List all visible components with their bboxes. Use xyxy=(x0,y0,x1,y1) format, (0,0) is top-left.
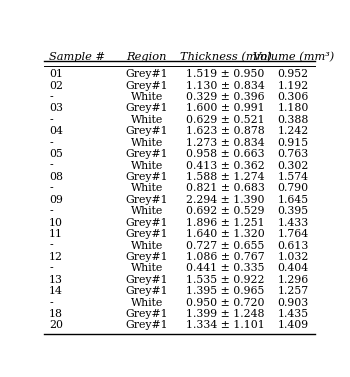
Text: 13: 13 xyxy=(49,275,63,285)
Text: -: - xyxy=(49,183,53,193)
Text: Sample #: Sample # xyxy=(49,52,105,62)
Text: Grey#1: Grey#1 xyxy=(126,275,168,285)
Text: 04: 04 xyxy=(49,126,63,136)
Text: 1.588 ± 1.274: 1.588 ± 1.274 xyxy=(186,172,265,182)
Text: White: White xyxy=(131,161,163,170)
Text: 0.613: 0.613 xyxy=(278,241,309,250)
Text: 1.623 ± 0.878: 1.623 ± 0.878 xyxy=(186,126,265,136)
Text: 1.409: 1.409 xyxy=(278,320,309,331)
Text: 1.600 ± 0.991: 1.600 ± 0.991 xyxy=(186,103,265,113)
Text: 1.180: 1.180 xyxy=(278,103,309,113)
Text: 0.413 ± 0.362: 0.413 ± 0.362 xyxy=(186,161,265,170)
Text: Grey#1: Grey#1 xyxy=(126,229,168,239)
Text: 0.952: 0.952 xyxy=(278,69,309,79)
Text: 03: 03 xyxy=(49,103,63,113)
Text: -: - xyxy=(49,92,53,102)
Text: 0.692 ± 0.529: 0.692 ± 0.529 xyxy=(186,206,265,216)
Text: Volume (mm³): Volume (mm³) xyxy=(253,52,334,62)
Text: White: White xyxy=(131,297,163,308)
Text: 2.294 ± 1.390: 2.294 ± 1.390 xyxy=(186,195,265,205)
Text: White: White xyxy=(131,264,163,273)
Text: 1.257: 1.257 xyxy=(278,286,309,296)
Text: 1.130 ± 0.834: 1.130 ± 0.834 xyxy=(186,81,265,90)
Text: Grey#1: Grey#1 xyxy=(126,218,168,228)
Text: Grey#1: Grey#1 xyxy=(126,195,168,205)
Text: 10: 10 xyxy=(49,218,63,228)
Text: 11: 11 xyxy=(49,229,63,239)
Text: Region: Region xyxy=(127,52,167,62)
Text: White: White xyxy=(131,115,163,125)
Text: 1.086 ± 0.767: 1.086 ± 0.767 xyxy=(186,252,265,262)
Text: 1.645: 1.645 xyxy=(278,195,309,205)
Text: 1.435: 1.435 xyxy=(278,309,309,319)
Text: 1.296: 1.296 xyxy=(278,275,309,285)
Text: -: - xyxy=(49,206,53,216)
Text: 1.399 ± 1.248: 1.399 ± 1.248 xyxy=(186,309,265,319)
Text: 09: 09 xyxy=(49,195,63,205)
Text: 1.764: 1.764 xyxy=(278,229,309,239)
Text: 1.032: 1.032 xyxy=(278,252,309,262)
Text: 0.727 ± 0.655: 0.727 ± 0.655 xyxy=(186,241,265,250)
Text: Thickness (mm): Thickness (mm) xyxy=(180,52,272,62)
Text: 1.896 ± 1.251: 1.896 ± 1.251 xyxy=(186,218,265,228)
Text: White: White xyxy=(131,241,163,250)
Text: 0.306: 0.306 xyxy=(278,92,309,102)
Text: 0.388: 0.388 xyxy=(278,115,309,125)
Text: White: White xyxy=(131,183,163,193)
Text: 0.958 ± 0.663: 0.958 ± 0.663 xyxy=(186,149,265,159)
Text: 0.903: 0.903 xyxy=(278,297,309,308)
Text: 0.821 ± 0.683: 0.821 ± 0.683 xyxy=(186,183,265,193)
Text: 18: 18 xyxy=(49,309,63,319)
Text: 1.574: 1.574 xyxy=(278,172,309,182)
Text: 1.433: 1.433 xyxy=(278,218,309,228)
Text: 1.640 ± 1.320: 1.640 ± 1.320 xyxy=(186,229,265,239)
Text: Grey#1: Grey#1 xyxy=(126,252,168,262)
Text: 0.950 ± 0.720: 0.950 ± 0.720 xyxy=(186,297,265,308)
Text: Grey#1: Grey#1 xyxy=(126,320,168,331)
Text: 0.329 ± 0.396: 0.329 ± 0.396 xyxy=(186,92,265,102)
Text: 05: 05 xyxy=(49,149,63,159)
Text: Grey#1: Grey#1 xyxy=(126,126,168,136)
Text: -: - xyxy=(49,241,53,250)
Text: Grey#1: Grey#1 xyxy=(126,309,168,319)
Text: 14: 14 xyxy=(49,286,63,296)
Text: 0.763: 0.763 xyxy=(278,149,309,159)
Text: 0.404: 0.404 xyxy=(278,264,309,273)
Text: 0.441 ± 0.335: 0.441 ± 0.335 xyxy=(186,264,265,273)
Text: White: White xyxy=(131,138,163,148)
Text: 1.334 ± 1.101: 1.334 ± 1.101 xyxy=(186,320,265,331)
Text: -: - xyxy=(49,297,53,308)
Text: 01: 01 xyxy=(49,69,63,79)
Text: Grey#1: Grey#1 xyxy=(126,149,168,159)
Text: White: White xyxy=(131,206,163,216)
Text: -: - xyxy=(49,264,53,273)
Text: -: - xyxy=(49,115,53,125)
Text: 0.395: 0.395 xyxy=(278,206,309,216)
Text: Grey#1: Grey#1 xyxy=(126,69,168,79)
Text: Grey#1: Grey#1 xyxy=(126,172,168,182)
Text: 0.790: 0.790 xyxy=(278,183,309,193)
Text: 20: 20 xyxy=(49,320,63,331)
Text: 0.915: 0.915 xyxy=(278,138,309,148)
Text: -: - xyxy=(49,138,53,148)
Text: 12: 12 xyxy=(49,252,63,262)
Text: White: White xyxy=(131,92,163,102)
Text: 1.395 ± 0.965: 1.395 ± 0.965 xyxy=(186,286,265,296)
Text: Grey#1: Grey#1 xyxy=(126,103,168,113)
Text: 1.273 ± 0.834: 1.273 ± 0.834 xyxy=(186,138,265,148)
Text: 1.192: 1.192 xyxy=(278,81,309,90)
Text: 1.242: 1.242 xyxy=(278,126,309,136)
Text: 02: 02 xyxy=(49,81,63,90)
Text: Grey#1: Grey#1 xyxy=(126,286,168,296)
Text: 0.629 ± 0.521: 0.629 ± 0.521 xyxy=(186,115,265,125)
Text: 1.519 ± 0.950: 1.519 ± 0.950 xyxy=(186,69,265,79)
Text: Grey#1: Grey#1 xyxy=(126,81,168,90)
Text: 08: 08 xyxy=(49,172,63,182)
Text: 1.535 ± 0.922: 1.535 ± 0.922 xyxy=(186,275,265,285)
Text: 0.302: 0.302 xyxy=(278,161,309,170)
Text: -: - xyxy=(49,161,53,170)
